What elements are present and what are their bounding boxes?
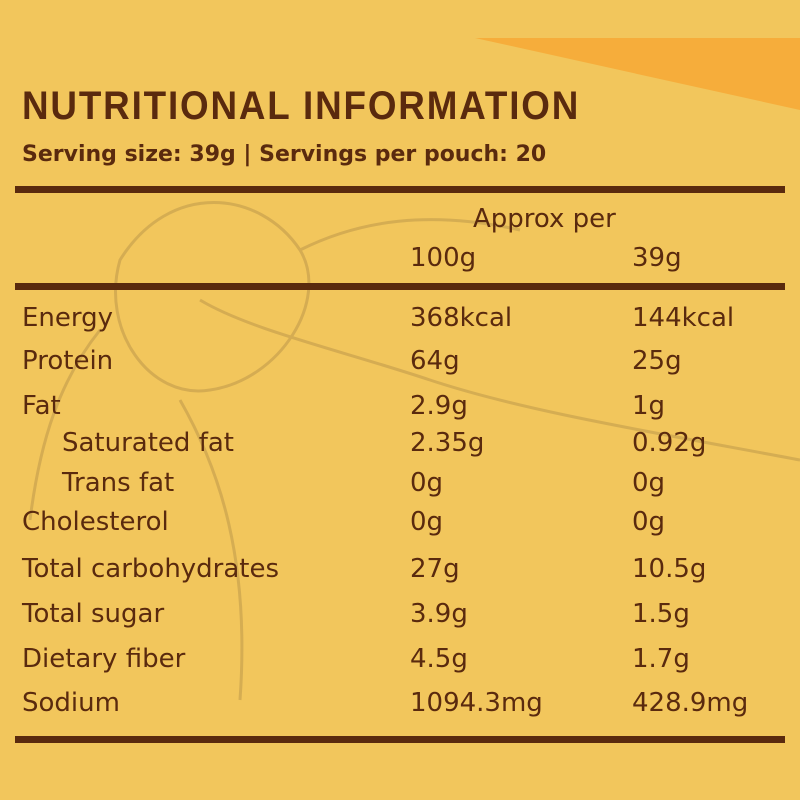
value: 0g xyxy=(410,468,444,498)
row-label: Energy xyxy=(22,303,114,333)
row-label: Sodium xyxy=(22,688,120,718)
value: 10.5g xyxy=(632,554,707,584)
rule xyxy=(15,186,785,193)
value: 27g xyxy=(410,554,460,584)
value: 0g xyxy=(410,507,444,537)
row-label: Fat xyxy=(22,391,61,421)
row-label: Saturated fat xyxy=(62,428,234,458)
title: NUTRITIONAL INFORMATION xyxy=(22,84,581,128)
row-label: Dietary fiber xyxy=(22,644,186,674)
column-header: 39g xyxy=(632,243,682,273)
value: 2.35g xyxy=(410,428,485,458)
value: 0g xyxy=(632,468,666,498)
value: 0g xyxy=(632,507,666,537)
row-label: Total carbohydrates xyxy=(22,554,280,584)
column-header: 100g xyxy=(410,243,477,273)
row-label: Protein xyxy=(22,346,114,376)
value: 368kcal xyxy=(410,303,513,333)
value: 1g xyxy=(632,391,666,421)
value: 64g xyxy=(410,346,460,376)
value: 428.9mg xyxy=(632,688,749,718)
value: 25g xyxy=(632,346,682,376)
orange-corner xyxy=(475,38,800,110)
row-label: Total sugar xyxy=(22,599,165,629)
row-label: Cholesterol xyxy=(22,507,169,537)
value: 144kcal xyxy=(632,303,735,333)
value: 1.5g xyxy=(632,599,690,629)
value: 0.92g xyxy=(632,428,707,458)
value: 1.7g xyxy=(632,644,690,674)
group-header: Approx per xyxy=(473,204,616,234)
value: 4.5g xyxy=(410,644,468,674)
subtitle: Serving size: 39g | Servings per pouch: … xyxy=(22,142,547,167)
row-label: Trans fat xyxy=(62,468,175,498)
value: 3.9g xyxy=(410,599,468,629)
rule xyxy=(15,736,785,743)
flower-sketch xyxy=(28,201,800,701)
value: 1094.3mg xyxy=(410,688,543,718)
value: 2.9g xyxy=(410,391,468,421)
rule xyxy=(15,283,785,290)
